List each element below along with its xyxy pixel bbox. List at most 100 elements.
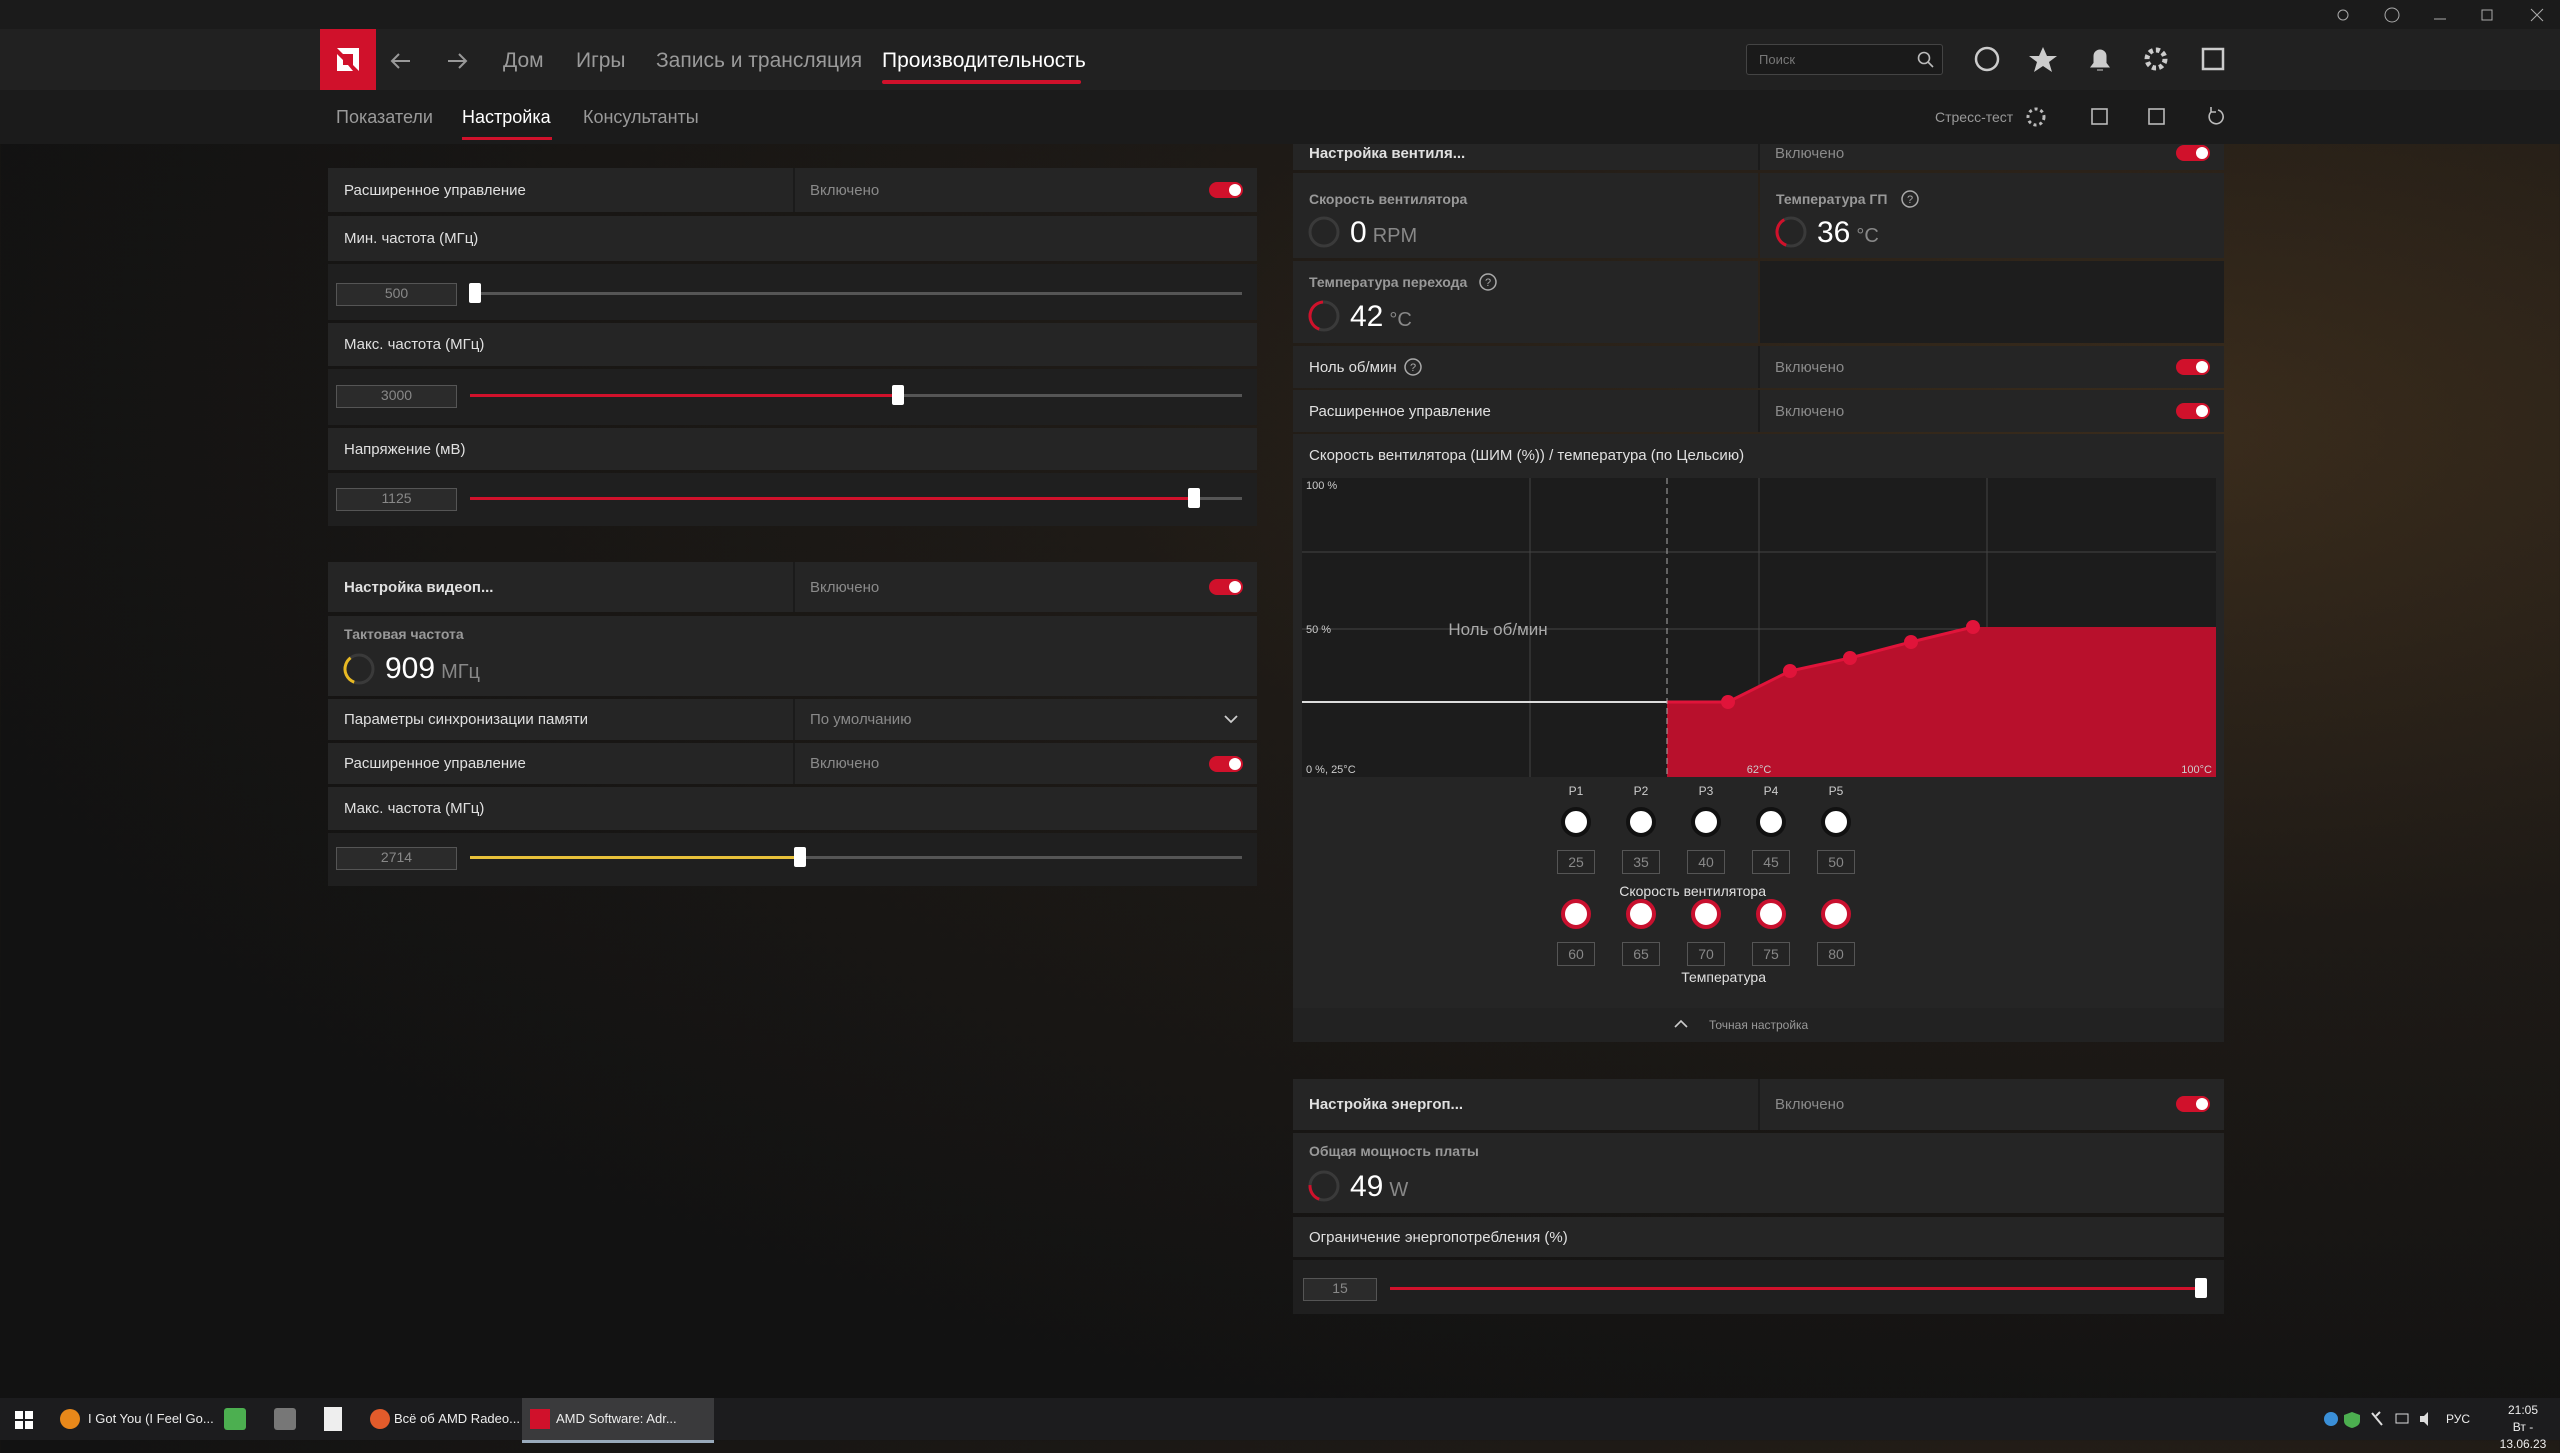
slider-handle[interactable] — [1188, 488, 1200, 508]
toggle[interactable] — [2176, 403, 2210, 419]
dropdown-chevron[interactable] — [1223, 713, 1239, 725]
slider-handle[interactable] — [2195, 1278, 2207, 1298]
curve-point[interactable] — [1721, 695, 1735, 709]
sub-tab[interactable]: Показатели — [336, 107, 433, 127]
temp-box[interactable]: 75 — [1752, 942, 1790, 966]
toggle[interactable] — [2176, 1096, 2210, 1112]
metric-label: Тактовая частота — [344, 626, 464, 642]
curve-point[interactable] — [1966, 620, 1980, 634]
taskbar-app[interactable]: I Got You (I Feel Go... — [58, 1398, 238, 1440]
toolbar-icons[interactable] — [1970, 44, 2230, 76]
slider-track — [470, 856, 1242, 859]
taskbar — [0, 1398, 2560, 1440]
value: 42 — [1350, 300, 1384, 333]
curve-point[interactable] — [1843, 651, 1857, 665]
point-label: P5 — [1828, 784, 1844, 798]
speed-knob[interactable] — [1561, 807, 1591, 837]
taskbar-icon[interactable] — [324, 1407, 342, 1431]
vram-advanced-row: Расширенное управление Включено — [328, 743, 1257, 784]
taskbar-icon[interactable] — [224, 1408, 246, 1430]
toggle[interactable] — [2176, 145, 2210, 161]
slider-handle[interactable] — [892, 385, 904, 405]
speed-box[interactable]: 50 — [1817, 850, 1855, 874]
metric-label: Общая мощность платы — [1309, 1143, 1479, 1159]
search-box[interactable]: Поиск — [1746, 44, 1943, 75]
state-label: Включено — [810, 755, 880, 772]
slider-handle[interactable] — [794, 847, 806, 867]
temp-knob[interactable] — [1626, 899, 1656, 929]
axis-label: 50 % — [1306, 624, 1331, 636]
svg-text:?: ? — [1485, 277, 1491, 289]
nav-tab[interactable]: Дом — [503, 49, 544, 72]
speed-knob[interactable] — [1626, 807, 1656, 837]
temp-box[interactable]: 80 — [1817, 942, 1855, 966]
toggle[interactable] — [2176, 359, 2210, 375]
fine-tuning-row[interactable]: Точная настройка — [1293, 1008, 2224, 1042]
tray-icons[interactable] — [2320, 1408, 2440, 1430]
value-box[interactable]: 2714 — [336, 847, 457, 870]
taskbar-app[interactable]: Всё об AMD Radeo... — [364, 1398, 544, 1440]
value-box[interactable]: 500 — [336, 283, 457, 306]
sub-tab-active[interactable]: Настройка — [462, 107, 551, 127]
unit: W — [1389, 1179, 1409, 1201]
active-indicator — [882, 80, 1081, 84]
row-label: Ноль об/мин — [1309, 359, 1397, 376]
slider-fill — [470, 394, 898, 397]
temp-box[interactable]: 70 — [1687, 942, 1725, 966]
toggle[interactable] — [1209, 756, 1243, 772]
help-icon[interactable]: ? — [1403, 357, 1423, 377]
row-label: Ограничение энергопотребления (%) — [1309, 1229, 1568, 1246]
max-freq-slider-row: 3000 — [328, 369, 1257, 425]
value-box[interactable]: 15 — [1303, 1278, 1377, 1301]
dropdown-value[interactable]: По умолчанию — [810, 711, 912, 728]
start-button[interactable] — [14, 1410, 34, 1430]
metric-value: 49 W — [1350, 1170, 1408, 1204]
speed-knob[interactable] — [1691, 807, 1721, 837]
value-box[interactable]: 3000 — [336, 385, 457, 408]
value-box[interactable]: 1125 — [336, 488, 457, 511]
history-arrows[interactable] — [388, 48, 478, 74]
taskbar-app-active[interactable]: AMD Software: Adr... — [522, 1398, 714, 1443]
slider-handle[interactable] — [469, 283, 481, 303]
nav-tab-active[interactable]: Производительность — [882, 49, 1086, 72]
help-icon[interactable]: ? — [1478, 272, 1498, 292]
point-label: P4 — [1763, 784, 1779, 798]
taskbar-icon[interactable] — [274, 1408, 296, 1430]
help-icon[interactable]: ? — [1900, 189, 1920, 209]
speed-knob[interactable] — [1821, 807, 1851, 837]
board-power-row: Общая мощность платы 49 W — [1293, 1133, 2224, 1213]
value: 49 — [1350, 1170, 1384, 1203]
speed-knob[interactable] — [1756, 807, 1786, 837]
speed-box[interactable]: 25 — [1557, 850, 1595, 874]
amd-logo[interactable] — [320, 29, 376, 90]
sub-tab[interactable]: Консультанты — [583, 107, 699, 127]
temp-knob[interactable] — [1756, 899, 1786, 929]
zero-rpm-label: Ноль об/мин — [1448, 620, 1547, 639]
nav-tab[interactable]: Игры — [576, 49, 626, 72]
power-header-row: Настройка энергоп... Включено — [1293, 1079, 2224, 1130]
curve-point[interactable] — [1904, 635, 1918, 649]
voltage-row: Напряжение (мВ) — [328, 428, 1257, 470]
temp-box[interactable]: 65 — [1622, 942, 1660, 966]
speed-box[interactable]: 40 — [1687, 850, 1725, 874]
vram-max-freq-row: Макс. частота (МГц) — [328, 787, 1257, 830]
speed-box[interactable]: 45 — [1752, 850, 1790, 874]
fan-curve-chart[interactable]: 100 % 50 % 0 %, 25°C 62°C 100°C Ноль об/… — [1302, 478, 2216, 777]
clock[interactable]: 21:05 Вт - 13.06.23 — [2490, 1402, 2556, 1453]
speed-box[interactable]: 35 — [1622, 850, 1660, 874]
temp-knob[interactable] — [1691, 899, 1721, 929]
temp-box[interactable]: 60 — [1557, 942, 1595, 966]
voltage-slider-row: 1125 — [328, 473, 1257, 526]
toggle[interactable] — [1209, 579, 1243, 595]
temp-knob[interactable] — [1561, 899, 1591, 929]
value: 909 — [385, 652, 436, 685]
section-title: Настройка видеоп... — [344, 579, 494, 596]
sub-nav-icons[interactable] — [2024, 104, 2234, 130]
stress-test-label[interactable]: Стресс-тест — [1935, 109, 2014, 125]
nav-tab[interactable]: Запись и трансляция — [656, 49, 863, 72]
language[interactable]: РУС — [2446, 1412, 2471, 1426]
chevron-up — [1674, 1019, 1688, 1028]
temp-knob[interactable] — [1821, 899, 1851, 929]
curve-point[interactable] — [1783, 664, 1797, 678]
toggle[interactable] — [1209, 182, 1243, 198]
